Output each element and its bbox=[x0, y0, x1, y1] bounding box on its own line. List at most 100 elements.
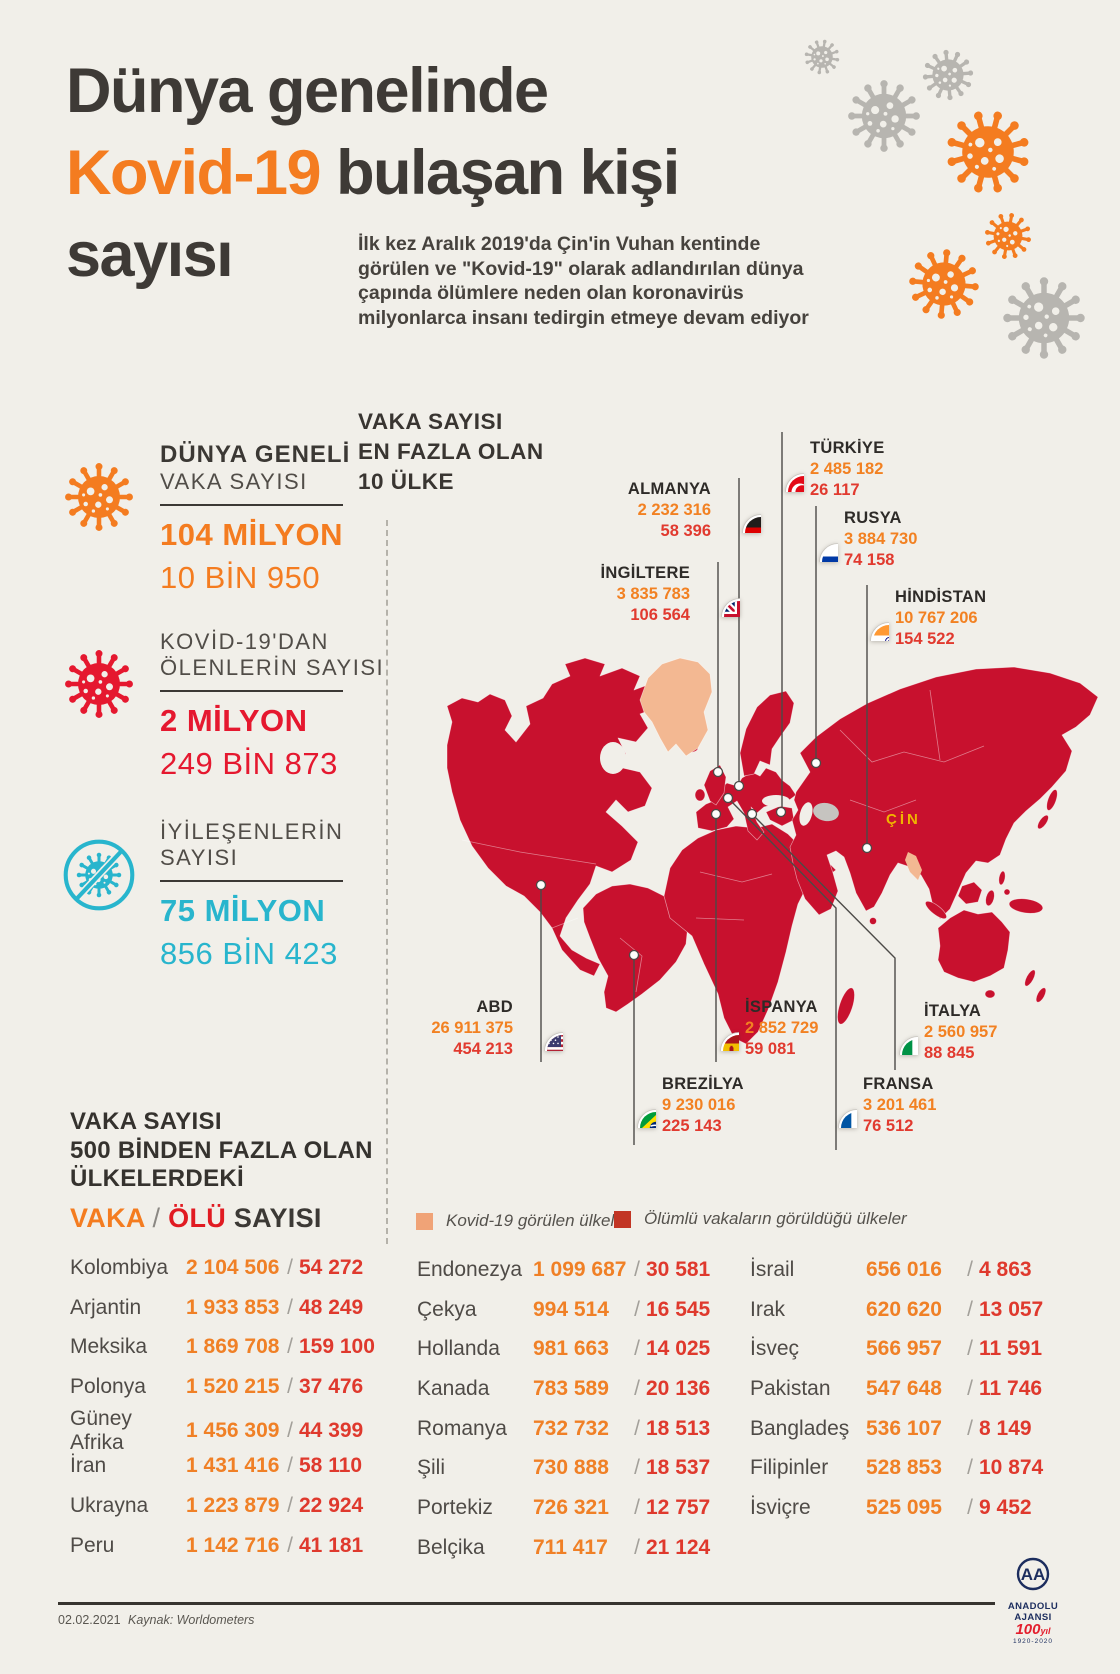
map-dot bbox=[722, 792, 734, 804]
map-dot bbox=[775, 806, 787, 818]
row-deaths: 11 591 bbox=[979, 1337, 1043, 1361]
row-deaths: 8 149 bbox=[979, 1416, 1032, 1440]
row-country: İsviçre bbox=[750, 1495, 811, 1519]
map-turkmenistan bbox=[813, 802, 839, 822]
row-deaths: 54 272 bbox=[299, 1255, 364, 1279]
map-country-label: İSPANYA 2 852 729 59 081 bbox=[745, 997, 915, 1060]
row-deaths: 18 537 bbox=[646, 1456, 711, 1480]
map-dot bbox=[535, 879, 547, 891]
table-row: İsrail 656 016 / 4 863 bbox=[750, 1250, 1080, 1290]
row-deaths: 48 249 bbox=[299, 1295, 364, 1319]
country-table-column: Endonezya 1 099 687 / 30 581 Çekya 994 51… bbox=[417, 1250, 747, 1568]
map-dot bbox=[712, 766, 724, 778]
row-slash: / bbox=[287, 1335, 293, 1359]
legend-swatch-deaths bbox=[614, 1210, 631, 1228]
map-section-title: VAKA SAYISI EN FAZLA OLAN 10 ÜLKE bbox=[358, 409, 544, 494]
row-slash: / bbox=[967, 1495, 973, 1519]
row-slash: / bbox=[634, 1456, 640, 1480]
table-row: Polonya 1 520 215 / 37 476 bbox=[70, 1367, 400, 1407]
table-row: Ukrayna 1 223 879 / 22 924 bbox=[70, 1486, 400, 1526]
table-row: Şili 730 888 / 18 537 bbox=[417, 1448, 747, 1488]
table-subheader: VAKA / ÖLÜ SAYISI bbox=[70, 1203, 322, 1233]
country-deaths: 58 396 bbox=[660, 522, 711, 540]
virus-icon bbox=[974, 202, 1042, 270]
flag-germany-icon bbox=[717, 489, 761, 533]
row-country: Şili bbox=[417, 1456, 446, 1480]
map-uk bbox=[703, 764, 727, 806]
row-deaths: 159 100 bbox=[299, 1335, 375, 1359]
flag-uk-icon bbox=[696, 573, 740, 617]
country-name: ABD bbox=[476, 998, 513, 1016]
row-country: Irak bbox=[750, 1297, 786, 1321]
row-cases: 783 589 bbox=[533, 1376, 609, 1400]
country-cases: 2 560 957 bbox=[924, 1023, 998, 1041]
country-table-column: Kolombiya 2 104 506 / 54 272 Arjantin 1 9… bbox=[70, 1248, 400, 1566]
row-cases: 711 417 bbox=[533, 1535, 608, 1559]
virus-icon bbox=[913, 40, 982, 109]
map-sri-lanka bbox=[869, 917, 877, 925]
table-row: Endonezya 1 099 687 / 30 581 bbox=[417, 1250, 747, 1290]
map-japan-1 bbox=[1046, 789, 1058, 811]
row-cases: 566 957 bbox=[866, 1337, 942, 1361]
table-row: Güney Afrika 1 456 309 / 44 399 bbox=[70, 1407, 400, 1454]
row-slash: / bbox=[287, 1454, 293, 1478]
country-deaths: 74 158 bbox=[844, 551, 895, 569]
row-slash: / bbox=[634, 1376, 640, 1400]
row-slash: / bbox=[287, 1418, 293, 1442]
row-country: Bangladeş bbox=[750, 1416, 850, 1440]
country-cases: 2 485 182 bbox=[810, 460, 884, 478]
map-country-label: İTALYA 2 560 957 88 845 bbox=[924, 1001, 1094, 1064]
table-row: Pakistan 547 648 / 11 746 bbox=[750, 1369, 1080, 1409]
row-slash: / bbox=[634, 1297, 640, 1321]
country-deaths: 59 081 bbox=[745, 1040, 796, 1058]
row-country: Ukrayna bbox=[70, 1493, 149, 1517]
row-country: Meksika bbox=[70, 1335, 148, 1359]
row-country: Kanada bbox=[417, 1376, 490, 1400]
map-country-label: FRANSA 3 201 461 76 512 bbox=[863, 1074, 1033, 1137]
map-europe bbox=[695, 767, 797, 841]
row-cases: 1 520 215 bbox=[186, 1374, 280, 1398]
map-iceland bbox=[681, 743, 699, 753]
table-row: Kolombiya 2 104 506 / 54 272 bbox=[70, 1248, 400, 1288]
row-country: Belçika bbox=[417, 1535, 485, 1559]
row-deaths: 14 025 bbox=[646, 1337, 711, 1361]
virus-icon bbox=[64, 462, 134, 532]
country-name: HİNDİSTAN bbox=[895, 588, 987, 606]
flag-brazil-icon bbox=[612, 1084, 656, 1128]
row-slash: / bbox=[967, 1257, 973, 1281]
country-name: İSPANYA bbox=[745, 998, 818, 1016]
map-caspian-sea bbox=[799, 802, 813, 826]
country-name: BREZİLYA bbox=[662, 1075, 744, 1093]
row-deaths: 21 124 bbox=[646, 1535, 711, 1559]
map-sumatra bbox=[925, 900, 947, 920]
country-name: FRANSA bbox=[863, 1075, 934, 1093]
row-deaths: 16 545 bbox=[646, 1297, 711, 1321]
map-borders bbox=[461, 689, 985, 993]
row-country: Kolombiya bbox=[70, 1255, 169, 1279]
country-deaths: 76 512 bbox=[863, 1117, 914, 1135]
row-cases: 1 223 879 bbox=[186, 1493, 280, 1517]
country-deaths: 225 143 bbox=[662, 1117, 722, 1135]
row-deaths: 58 110 bbox=[299, 1454, 363, 1478]
map-australia bbox=[937, 909, 1011, 983]
row-cases: 994 514 bbox=[533, 1297, 609, 1321]
map-country-label: BREZİLYA 9 230 016 225 143 bbox=[662, 1074, 832, 1137]
flag-usa-icon bbox=[519, 1007, 563, 1051]
map-tasmania bbox=[984, 989, 996, 999]
table-row: Meksika 1 869 708 / 159 100 bbox=[70, 1327, 400, 1367]
country-deaths: 154 522 bbox=[895, 630, 955, 648]
flag-india-icon bbox=[845, 597, 889, 641]
row-slash: / bbox=[287, 1295, 293, 1319]
map-japan-2 bbox=[1037, 814, 1049, 830]
flag-russia-icon bbox=[794, 518, 838, 562]
row-deaths: 9 452 bbox=[979, 1495, 1032, 1519]
page-title: Dünya genelinde Kovid-19 bulaşan kişi sa… bbox=[66, 56, 680, 290]
row-cases: 1 431 416 bbox=[186, 1454, 280, 1478]
row-deaths: 4 863 bbox=[979, 1257, 1032, 1281]
map-sulawesi bbox=[985, 889, 995, 907]
country-cases: 10 767 206 bbox=[895, 609, 978, 627]
row-slash: / bbox=[634, 1535, 640, 1559]
row-cases: 2 104 506 bbox=[186, 1255, 280, 1279]
row-country: İran bbox=[70, 1454, 107, 1478]
